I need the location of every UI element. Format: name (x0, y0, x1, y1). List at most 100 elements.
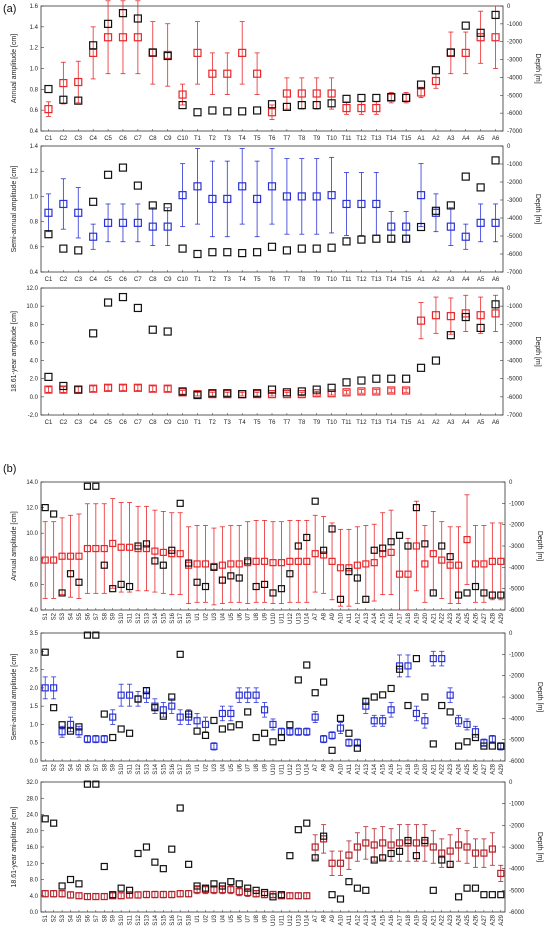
amplitude-marker (438, 556, 446, 564)
amplitude-marker (142, 544, 151, 553)
depth-marker (125, 729, 134, 737)
y-tick-label: -2.0 (28, 413, 39, 419)
depth-marker (178, 101, 187, 110)
y-tick-label: 8.0 (30, 322, 39, 328)
amplitude-marker (66, 720, 75, 729)
amplitude-marker (328, 859, 336, 867)
amplitude-marker (336, 724, 345, 732)
x-tick-label: U8 (254, 914, 260, 922)
depth-marker (353, 744, 361, 752)
amplitude-marker (491, 218, 500, 227)
amplitude-marker (402, 222, 411, 231)
amplitude-marker (303, 892, 311, 900)
x-tick-label: A7 (313, 763, 319, 771)
x-tick-label: C8 (149, 420, 157, 426)
y-tick-label: 0.0 (30, 759, 39, 765)
y2-tick-label: 0 (507, 144, 511, 150)
x-tick-label: A10 (338, 763, 344, 774)
amplitude-marker (44, 105, 53, 114)
depth-marker (357, 235, 366, 244)
depth-marker (83, 631, 92, 639)
x-tick-label: T4 (239, 420, 247, 426)
depth-marker (446, 708, 454, 716)
x-tick-label: A9 (330, 763, 336, 771)
amplitude-marker (311, 843, 319, 851)
x-tick-label: T15 (401, 136, 412, 142)
x-tick-label: A22 (440, 612, 446, 623)
depth-marker (244, 708, 252, 716)
x-tick-label: C2 (60, 277, 68, 283)
x-tick-label: S17 (178, 612, 184, 623)
depth-marker (461, 172, 470, 181)
x-tick-label: C9 (164, 420, 172, 426)
y2-tick-label: -1000 (507, 162, 523, 168)
amplitude-marker (327, 89, 336, 98)
x-tick-label: S14 (153, 763, 159, 774)
amplitude-marker (41, 890, 49, 898)
amplitude-marker (387, 841, 395, 849)
depth-marker (109, 733, 117, 742)
x-tick-label: A29 (499, 612, 505, 623)
x-tick-label: U5 (229, 914, 235, 922)
depth-marker (282, 102, 292, 111)
x-tick-label: T13 (371, 420, 382, 426)
x-tick-label: A11 (347, 763, 353, 774)
depth-marker (252, 733, 260, 742)
x-tick-label: S17 (178, 914, 184, 925)
depth-marker (461, 312, 470, 322)
y2-tick-label: -5000 (507, 234, 523, 240)
x-tick-label: S6 (85, 612, 91, 620)
amplitude-marker (416, 88, 426, 97)
amplitude-marker (66, 891, 75, 899)
amplitude-marker (109, 539, 117, 548)
x-tick-label: U10 (271, 612, 277, 624)
amplitude-marker (336, 564, 345, 572)
depth-marker (387, 538, 395, 546)
depth-marker (387, 92, 396, 102)
y2-tick-label: -3000 (509, 544, 525, 550)
chart-panel: 0.4 0.6 0.8 1.0 1.2 1.4 1.6 0 -1000 -2000 -3000 -40… (11, 0, 541, 142)
depth-marker (44, 230, 53, 239)
depth-marker (142, 843, 151, 851)
x-tick-label: C6 (119, 277, 127, 283)
depth-marker (491, 10, 500, 20)
x-tick-label: C2 (60, 136, 68, 142)
x-tick-label: A25 (465, 612, 471, 623)
amplitude-marker (370, 841, 378, 849)
depth-marker (178, 244, 187, 253)
depth-marker (133, 14, 142, 23)
x-tick-label: S18 (187, 763, 193, 774)
amplitude-marker (372, 199, 381, 209)
depth-marker (41, 815, 49, 823)
depth-marker (294, 826, 302, 834)
y-tick-label: 0.5 (30, 741, 39, 747)
depth-marker (238, 390, 247, 399)
chart-panel: -2.0 0.0 2.0 4.0 6.0 8.0 10.0 12.0 0 -1000 -2000 -3… (11, 286, 541, 426)
depth-marker (297, 101, 306, 110)
x-tick-label: S13 (144, 763, 150, 774)
y-tick-label: 10.0 (26, 531, 38, 537)
depth-marker (370, 693, 378, 701)
x-tick-label: S5 (77, 612, 83, 620)
x-tick-label: A3 (447, 136, 455, 142)
depth-marker (412, 654, 421, 663)
x-tick-label: A4 (462, 420, 470, 426)
x-tick-label: U6 (237, 763, 243, 771)
depth-marker (252, 106, 262, 115)
depth-marker (471, 733, 480, 742)
x-tick-label: U8 (254, 763, 260, 771)
x-tick-label: C4 (89, 136, 97, 142)
depth-marker (176, 804, 184, 812)
depth-marker (327, 383, 336, 392)
amplitude-marker (117, 892, 125, 900)
x-tick-label: S12 (136, 763, 142, 774)
depth-marker (59, 95, 68, 104)
y-tick-label: 14.0 (26, 480, 38, 486)
panel-label-a: (a) (3, 3, 16, 15)
y-tick-label: 12.0 (26, 286, 38, 292)
x-tick-label: U11 (279, 914, 285, 925)
amplitude-marker (387, 706, 395, 714)
x-tick-label: S16 (170, 914, 176, 925)
amplitude-marker (438, 849, 446, 857)
x-tick-label: S2 (52, 914, 58, 922)
